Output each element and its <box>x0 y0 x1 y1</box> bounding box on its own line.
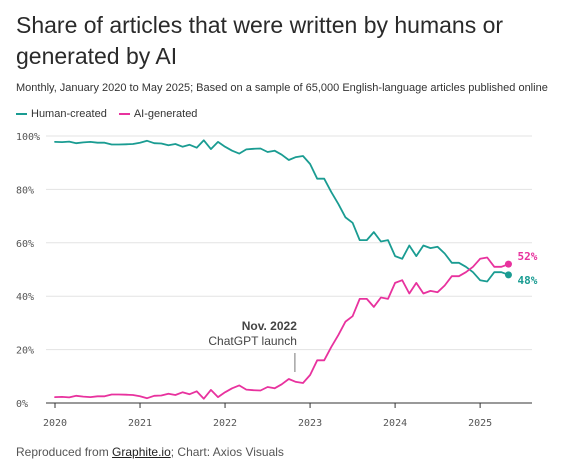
y-tick-20: 20% <box>16 346 34 357</box>
end-label-human: 48% <box>517 274 537 287</box>
y-tick-0: 0% <box>16 399 28 410</box>
legend-swatch-ai <box>118 113 130 115</box>
grid-lines <box>46 135 532 404</box>
y-tick-labels: 0% 20% 40% 60% 80% 100% <box>16 132 40 410</box>
legend-item-ai: AI-generated <box>118 108 198 120</box>
annotation-subtitle: ChatGPT launch <box>208 334 297 348</box>
x-tick-2023: 2023 <box>298 418 322 429</box>
end-label-ai: 52% <box>517 250 537 263</box>
x-tick-labels: 2020 2021 2022 2023 2024 2025 <box>43 403 492 429</box>
footer-suffix: ; Chart: Axios Visuals <box>170 445 284 459</box>
legend-item-human: Human-created <box>16 108 107 120</box>
series-line-human <box>54 139 510 283</box>
chart-title: Share of articles that were written by h… <box>16 12 504 69</box>
y-tick-60: 60% <box>16 239 34 250</box>
source-link[interactable]: Graphite.io <box>112 445 171 459</box>
chart-footer: Reproduced from Graphite.io; Chart: Axio… <box>16 445 284 459</box>
x-tick-2025: 2025 <box>468 418 492 429</box>
x-tick-2021: 2021 <box>128 418 152 429</box>
y-tick-80: 80% <box>16 185 34 196</box>
series-lines <box>54 139 510 400</box>
chart-subtitle: Monthly, January 2020 to May 2025; Based… <box>16 82 548 94</box>
line-chart: 0%20%40%60%80%100% 2020 2021 2022 2023 2024 2… <box>16 132 538 429</box>
y-tick-100: 100% <box>16 132 40 143</box>
chart-legend: Human-created AI-generated <box>16 108 197 120</box>
y-tick-40: 40% <box>16 292 34 303</box>
end-markers: 48% 52% <box>504 250 538 287</box>
x-tick-2024: 2024 <box>383 418 407 429</box>
series-line-ai <box>54 256 510 400</box>
legend-swatch-human <box>16 113 27 115</box>
x-tick-2020: 2020 <box>43 418 67 429</box>
legend-label-ai: AI-generated <box>133 108 198 120</box>
end-dot-ai <box>504 260 512 268</box>
annotation-title: Nov. 2022 <box>242 319 297 333</box>
end-dot-human <box>504 271 512 279</box>
footer-prefix: Reproduced from <box>16 445 113 459</box>
x-tick-2022: 2022 <box>213 418 237 429</box>
legend-label-human: Human-created <box>31 108 107 120</box>
